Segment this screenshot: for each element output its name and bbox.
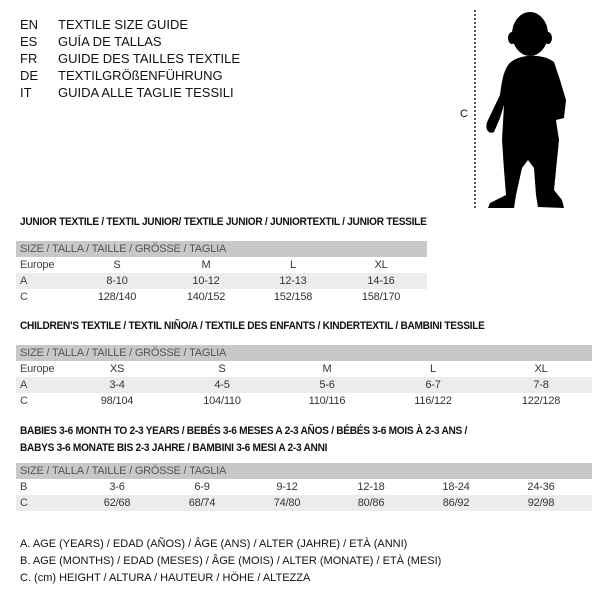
- row-label: A: [20, 379, 28, 391]
- children-title: CHILDREN'S TEXTILE / TEXTIL NIÑO/A / TEX…: [20, 320, 485, 332]
- lang-code: DE: [20, 68, 39, 83]
- row-label: A: [20, 275, 28, 287]
- table-cell: S: [218, 363, 226, 375]
- table-cell: 128/140: [97, 291, 137, 303]
- table-cell: 122/128: [521, 395, 561, 407]
- table-cell: 14-16: [367, 275, 395, 287]
- table-cell: 68/74: [188, 497, 216, 509]
- legend-b: B. AGE (MONTHS) / EDAD (MESES) / ÂGE (MO…: [20, 555, 442, 567]
- table-header: SIZE / TALLA / TAILLE / GRÖSSE / TAGLIA: [16, 463, 592, 479]
- table-cell: 12-13: [279, 275, 307, 287]
- table-cell: 110/116: [308, 395, 346, 407]
- table-cell: 158/170: [361, 291, 401, 303]
- table-cell: M: [322, 363, 332, 375]
- table-cell: 12-18: [357, 481, 385, 493]
- legend-c: C. (cm) HEIGHT / ALTURA / HAUTEUR / HÖHE…: [20, 572, 311, 584]
- table-cell: M: [201, 259, 211, 271]
- legend-a: A. AGE (YEARS) / EDAD (AÑOS) / ÂGE (ANS)…: [20, 538, 408, 550]
- table-cell: 6-9: [194, 481, 210, 493]
- lang-code: EN: [20, 17, 39, 32]
- table-cell: 9-12: [276, 481, 298, 493]
- lang-title: GUÍA DE TALLAS: [58, 34, 162, 49]
- table-cell: L: [290, 259, 296, 271]
- table-cell: 140/152: [186, 291, 226, 303]
- table-cell: S: [113, 259, 121, 271]
- table-row: C 128/140 140/152 152/158 158/170: [16, 289, 427, 305]
- junior-title: JUNIOR TEXTILE / TEXTIL JUNIOR/ TEXTILE …: [20, 216, 427, 228]
- babies-title-line1: BABIES 3-6 MONTH TO 2-3 YEARS / BEBÉS 3-…: [20, 425, 468, 437]
- table-row: C 62/68 68/74 74/80 80/86 86/92 92/98: [16, 495, 592, 511]
- row-label: C: [20, 291, 28, 303]
- table-cell: L: [430, 363, 436, 375]
- child-silhouette-icon: [486, 12, 566, 209]
- table-cell: 4-5: [214, 379, 230, 391]
- table-row: Europe S M L XL: [16, 257, 427, 273]
- height-measure-label: C: [460, 108, 468, 120]
- table-cell: 92/98: [527, 497, 555, 509]
- junior-size-table: SIZE / TALLA / TAILLE / GRÖSSE / TAGLIA …: [16, 241, 427, 305]
- table-row: B 3-6 6-9 9-12 12-18 18-24 24-36: [16, 479, 592, 495]
- table-cell: 8-10: [106, 275, 128, 287]
- table-cell: 5-6: [319, 379, 335, 391]
- table-cell: 104/110: [203, 395, 241, 407]
- table-cell: XS: [109, 363, 125, 375]
- lang-title: GUIDA ALLE TAGLIE TESSILI: [58, 85, 234, 100]
- table-header: SIZE / TALLA / TAILLE / GRÖSSE / TAGLIA: [16, 345, 592, 361]
- table-cell: 74/80: [273, 497, 301, 509]
- table-cell: 152/158: [273, 291, 313, 303]
- table-cell: 3-6: [109, 481, 125, 493]
- lang-code: IT: [20, 85, 32, 100]
- lang-title: TEXTILE SIZE GUIDE: [58, 17, 189, 32]
- table-cell: 86/92: [442, 497, 470, 509]
- table-cell: XL: [534, 363, 548, 375]
- babies-title-line2: BABYS 3-6 MONATE BIS 2-3 JAHRE / BAMBINI…: [20, 442, 328, 454]
- table-cell: XL: [374, 259, 388, 271]
- height-measure-line: [474, 10, 476, 208]
- table-cell: 18-24: [442, 481, 470, 493]
- row-label: C: [20, 497, 28, 509]
- table-cell: 80/86: [357, 497, 385, 509]
- table-cell: 10-12: [192, 275, 220, 287]
- table-cell: 116/122: [414, 395, 452, 407]
- lang-code: ES: [20, 34, 38, 49]
- table-row: Europe XS S M L XL: [16, 361, 592, 377]
- lang-code: FR: [20, 51, 38, 66]
- lang-title: TEXTILGRÖßENFÜHRUNG: [58, 68, 223, 83]
- row-label: C: [20, 395, 28, 407]
- lang-title: GUIDE DES TAILLES TEXTILE: [58, 51, 241, 66]
- table-row: A 8-10 10-12 12-13 14-16: [16, 273, 427, 289]
- row-label: B: [20, 481, 28, 493]
- table-cell: 98/104: [100, 395, 134, 407]
- table-cell: 62/68: [103, 497, 131, 509]
- row-label: Europe: [20, 363, 55, 375]
- row-label: Europe: [20, 259, 55, 271]
- children-size-table: SIZE / TALLA / TAILLE / GRÖSSE / TAGLIA …: [16, 345, 592, 409]
- table-header: SIZE / TALLA / TAILLE / GRÖSSE / TAGLIA: [16, 241, 427, 257]
- table-cell: 3-4: [109, 379, 125, 391]
- table-row: C 98/104 104/110 110/116 116/122 122/128: [16, 393, 592, 409]
- table-cell: 7-8: [533, 379, 549, 391]
- babies-size-table: SIZE / TALLA / TAILLE / GRÖSSE / TAGLIA …: [16, 463, 592, 511]
- table-row: A 3-4 4-5 5-6 6-7 7-8: [16, 377, 592, 393]
- table-cell: 6-7: [425, 379, 441, 391]
- table-cell: 24-36: [527, 481, 555, 493]
